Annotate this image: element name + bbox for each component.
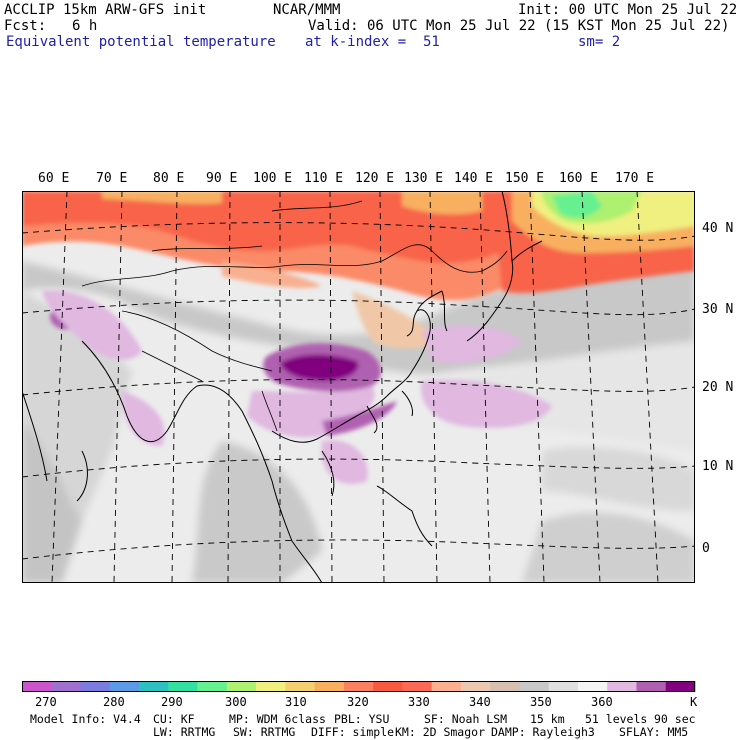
map-frame [22, 191, 695, 583]
warm-band [22, 191, 695, 349]
colorbar-swatch [431, 681, 462, 692]
model-title: ACCLIP 15km ARW-GFS init [4, 2, 207, 18]
lon-label: 100 E [253, 171, 293, 186]
colorbar-swatch [373, 681, 403, 692]
smoothing-info: sm= 2 [578, 34, 621, 50]
footer-item: DIFF: simple [311, 725, 395, 739]
colorbar-swatch [665, 681, 696, 692]
lat-label: 20 N [702, 380, 734, 395]
colorbar-swatch [139, 681, 169, 692]
valid-time: Valid: 06 UTC Mon 25 Jul 22 (15 KST Mon … [308, 18, 730, 34]
lon-label: 130 E [404, 171, 444, 186]
lon-label: 80 E [153, 171, 185, 186]
colorbar-swatch [577, 681, 608, 692]
colorbar-swatch [22, 681, 52, 692]
footer-item: DAMP: Rayleigh3 [491, 725, 595, 739]
lat-label: 30 N [702, 302, 734, 317]
footer-item: LW: RRTMG [153, 725, 216, 739]
colorbar-swatch [343, 681, 374, 692]
graticule [22, 191, 695, 583]
footer-item: Model Info: V4.4 [30, 712, 141, 726]
footer-item: KM: 2D Smagor [395, 725, 486, 739]
colorbar-tick: 270 [35, 695, 57, 709]
lon-label: 110 E [304, 171, 344, 186]
colorbar-swatch [226, 681, 257, 692]
footer-item: CU: KF [153, 712, 195, 726]
colorbar-swatch [256, 681, 286, 692]
colorbar-swatch [80, 681, 111, 692]
colorbar-tick: 290 [161, 695, 183, 709]
footer-item: PBL: YSU [334, 712, 390, 726]
colorbar-swatch [168, 681, 198, 692]
forecast-hour: 6 h [72, 18, 98, 34]
theta-e-map [22, 191, 695, 583]
colorbar-tick: 300 [225, 695, 247, 709]
colorbar-swatch [636, 681, 667, 692]
lat-label: 10 N [702, 459, 734, 474]
lon-label: 90 E [206, 171, 238, 186]
footer-item: 90 sec [654, 712, 696, 726]
lon-label: 160 E [559, 171, 599, 186]
purple-fields [42, 290, 552, 485]
footer-item: SFLAY: MM5 [619, 725, 689, 739]
colorbar-frame [22, 681, 695, 692]
colorbar-swatch [109, 681, 140, 692]
lon-label: 170 E [615, 171, 655, 186]
colorbar-swatch [402, 681, 432, 692]
footer-item: 15 km [530, 712, 565, 726]
colorbar-swatch [490, 681, 520, 692]
borders [81, 200, 508, 432]
center-label: NCAR/MMM [273, 2, 341, 18]
colorbar-swatch [197, 681, 228, 692]
lon-label: 140 E [454, 171, 494, 186]
colorbar [22, 681, 696, 692]
lat-label: 0 [702, 541, 710, 556]
colorbar-tick: 330 [408, 695, 430, 709]
colorbar-tick: 320 [347, 695, 369, 709]
colorbar-tick: 350 [530, 695, 552, 709]
level-info: at k-index = 51 [305, 34, 440, 50]
colorbar-swatch [519, 681, 549, 692]
init-time: Init: 00 UTC Mon 25 Jul 22 [518, 2, 738, 18]
field-name: Equivalent potential temperature [6, 34, 276, 50]
colorbar-tick: 340 [469, 695, 491, 709]
colorbar-swatch [285, 681, 315, 692]
colorbar-swatch [607, 681, 637, 692]
colorbar-tick: 310 [285, 695, 307, 709]
colorbar-tick: 280 [103, 695, 125, 709]
colorbar-swatch [51, 681, 81, 692]
footer-item: SF: Noah LSM [424, 712, 508, 726]
lon-label: 120 E [355, 171, 395, 186]
coastlines [22, 191, 543, 583]
lat-label: 40 N [702, 221, 734, 236]
lon-label: 70 E [96, 171, 128, 186]
lon-label: 60 E [38, 171, 70, 186]
colorbar-swatch [460, 681, 491, 692]
colorbar-unit: K [690, 695, 698, 709]
colorbar-tick: 360 [591, 695, 613, 709]
footer-item: SW: RRTMG [233, 725, 296, 739]
forecast-label: Fcst: [4, 18, 47, 34]
lon-label: 150 E [505, 171, 545, 186]
colorbar-swatch [548, 681, 579, 692]
colorbar-swatch [314, 681, 345, 692]
footer-item: MP: WDM 6class [229, 712, 326, 726]
footer-item: 51 levels [585, 712, 648, 726]
